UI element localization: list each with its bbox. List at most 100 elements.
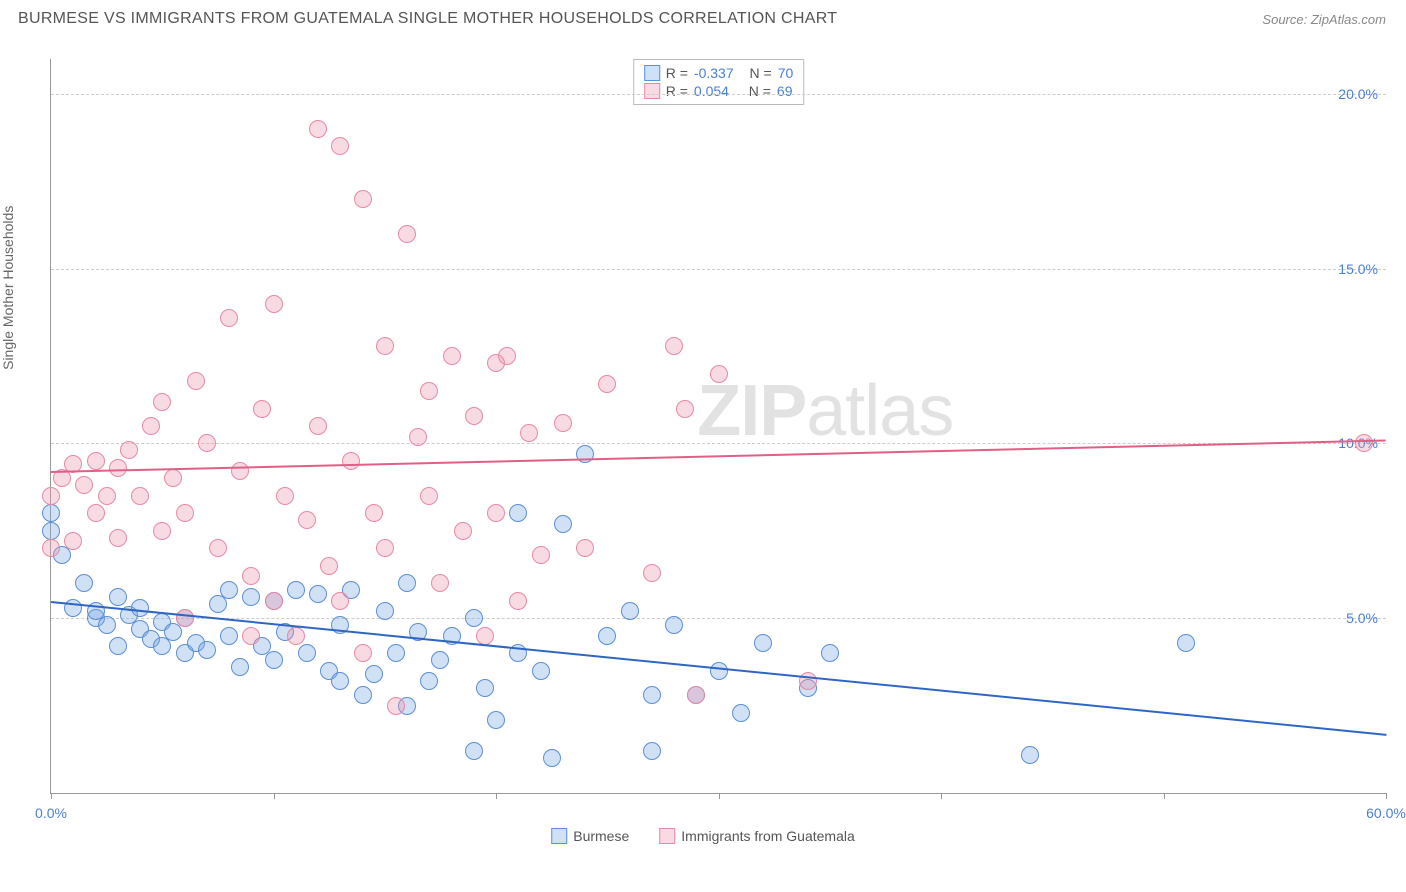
scatter-point [109, 529, 127, 547]
scatter-point [120, 441, 138, 459]
scatter-point [509, 592, 527, 610]
scatter-point [476, 679, 494, 697]
y-axis-label: Single Mother Households [0, 206, 16, 370]
scatter-point [598, 627, 616, 645]
scatter-point [109, 588, 127, 606]
scatter-point [187, 372, 205, 390]
scatter-point [198, 641, 216, 659]
scatter-point [298, 644, 316, 662]
legend-swatch-1 [644, 83, 660, 99]
x-tick [51, 793, 52, 799]
scatter-point [598, 375, 616, 393]
r-value-1: 0.054 [694, 83, 729, 99]
scatter-point [309, 417, 327, 435]
scatter-point [87, 504, 105, 522]
scatter-point [64, 532, 82, 550]
scatter-point [509, 504, 527, 522]
scatter-point [354, 644, 372, 662]
scatter-point [109, 637, 127, 655]
scatter-point [176, 609, 194, 627]
trendline [51, 601, 1386, 736]
scatter-point [98, 616, 116, 634]
scatter-point [231, 658, 249, 676]
scatter-point [298, 511, 316, 529]
scatter-point [209, 539, 227, 557]
scatter-point [354, 686, 372, 704]
scatter-point [576, 539, 594, 557]
scatter-point [420, 487, 438, 505]
scatter-point [75, 574, 93, 592]
scatter-point [520, 424, 538, 442]
scatter-point [242, 627, 260, 645]
scatter-point [643, 742, 661, 760]
scatter-point [131, 487, 149, 505]
scatter-point [487, 711, 505, 729]
scatter-point [153, 393, 171, 411]
scatter-point [242, 567, 260, 585]
scatter-point [398, 574, 416, 592]
scatter-point [309, 120, 327, 138]
n-label-0: N = [750, 65, 772, 81]
scatter-point [109, 459, 127, 477]
scatter-point [42, 539, 60, 557]
scatter-point [532, 662, 550, 680]
plot-area: ZIPatlas R = -0.337 N = 70 R = 0.054 N =… [50, 59, 1386, 794]
scatter-point [131, 599, 149, 617]
scatter-point [554, 414, 572, 432]
scatter-point [431, 651, 449, 669]
scatter-point [331, 592, 349, 610]
scatter-point [554, 515, 572, 533]
scatter-point [354, 190, 372, 208]
scatter-point [1355, 434, 1373, 452]
legend-swatch-0 [644, 65, 660, 81]
gridline [51, 618, 1386, 619]
x-tick [1386, 793, 1387, 799]
scatter-point [487, 504, 505, 522]
scatter-point [376, 337, 394, 355]
n-value-1: 69 [777, 83, 793, 99]
series-name-1: Immigrants from Guatemala [681, 828, 855, 844]
scatter-point [676, 400, 694, 418]
scatter-point [276, 487, 294, 505]
scatter-point [443, 347, 461, 365]
scatter-point [287, 581, 305, 599]
scatter-point [153, 522, 171, 540]
scatter-point [476, 627, 494, 645]
scatter-point [331, 672, 349, 690]
scatter-point [665, 337, 683, 355]
scatter-point [320, 557, 338, 575]
r-label-1: R = [666, 83, 688, 99]
scatter-point [465, 407, 483, 425]
legend-row-0: R = -0.337 N = 70 [644, 64, 794, 82]
scatter-point [376, 602, 394, 620]
source-attribution: Source: ZipAtlas.com [1262, 12, 1386, 27]
scatter-point [253, 400, 271, 418]
scatter-point [387, 644, 405, 662]
scatter-point [821, 644, 839, 662]
scatter-point [643, 564, 661, 582]
scatter-point [142, 417, 160, 435]
x-tick [496, 793, 497, 799]
scatter-point [42, 487, 60, 505]
scatter-point [265, 295, 283, 313]
x-tick [719, 793, 720, 799]
scatter-point [164, 469, 182, 487]
scatter-point [687, 686, 705, 704]
scatter-point [710, 662, 728, 680]
y-tick-label: 20.0% [1338, 86, 1378, 102]
scatter-point [287, 627, 305, 645]
scatter-point [665, 616, 683, 634]
scatter-point [420, 672, 438, 690]
n-value-0: 70 [778, 65, 794, 81]
scatter-point [732, 704, 750, 722]
scatter-point [342, 452, 360, 470]
scatter-point [87, 452, 105, 470]
scatter-point [220, 627, 238, 645]
scatter-point [331, 137, 349, 155]
y-tick-label: 15.0% [1338, 261, 1378, 277]
scatter-point [621, 602, 639, 620]
scatter-point [543, 749, 561, 767]
series-legend: Burmese Immigrants from Guatemala [551, 828, 855, 844]
source-name: ZipAtlas.com [1311, 12, 1386, 27]
scatter-point [465, 609, 483, 627]
